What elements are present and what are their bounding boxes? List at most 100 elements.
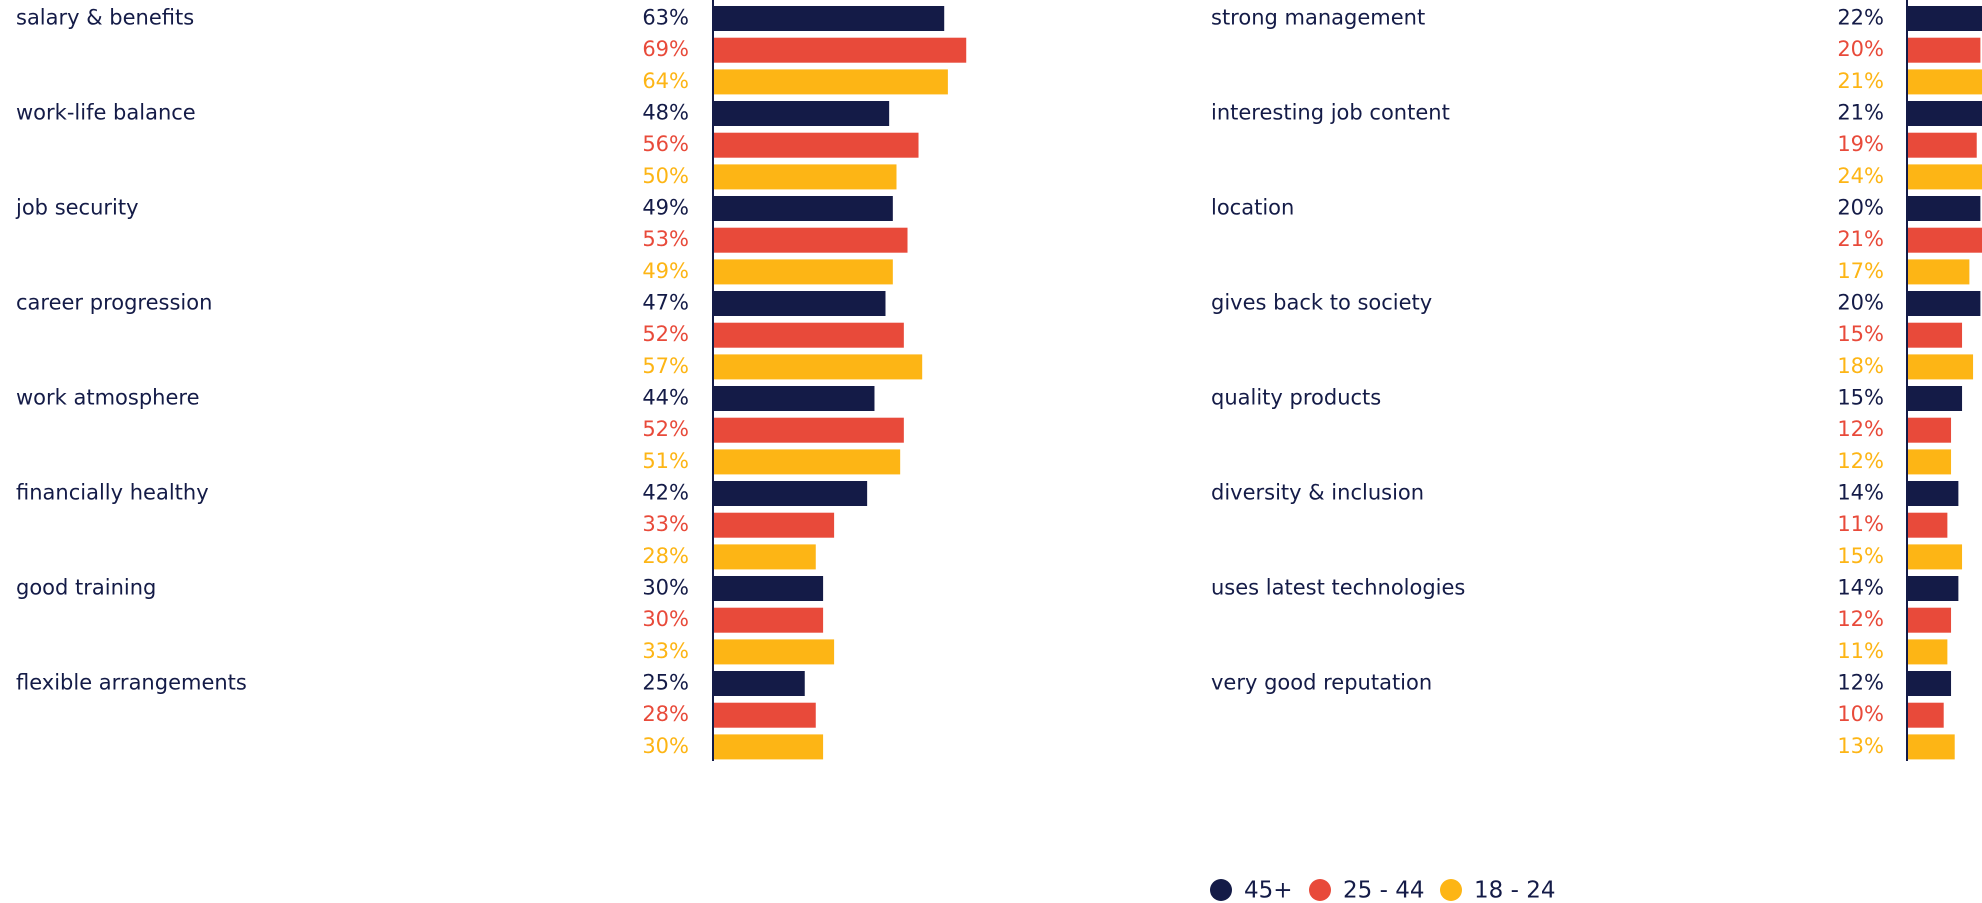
bar	[713, 386, 875, 411]
category-label: interesting job content	[1211, 101, 1450, 125]
bar	[1907, 354, 1974, 380]
value-label: 21%	[1837, 101, 1884, 125]
bar	[713, 639, 835, 665]
bar	[713, 322, 904, 348]
value-label: 51%	[642, 449, 689, 473]
bar	[1907, 322, 1963, 348]
bar	[713, 259, 893, 285]
category-label: good training	[16, 576, 156, 600]
category-label: quality products	[1211, 386, 1381, 410]
bar	[1907, 639, 1948, 665]
bar	[1907, 544, 1963, 570]
category-label: gives back to society	[1211, 291, 1432, 315]
value-label: 20%	[1837, 37, 1884, 61]
category-label: flexible arrangements	[16, 671, 247, 695]
bar	[1907, 101, 1982, 126]
value-label: 28%	[642, 544, 689, 568]
bar	[713, 69, 948, 95]
value-label: 33%	[642, 512, 689, 536]
category-label: work atmosphere	[16, 386, 200, 410]
bar	[1907, 196, 1981, 221]
value-label: 48%	[642, 101, 689, 125]
value-label: 25%	[642, 671, 689, 695]
legend-swatch	[1309, 879, 1331, 901]
bar	[1907, 132, 1977, 158]
bar	[713, 734, 824, 760]
value-label: 30%	[642, 734, 689, 758]
category-label: strong management	[1211, 6, 1425, 30]
legend-swatch	[1210, 879, 1232, 901]
bar	[713, 37, 967, 63]
value-label: 53%	[642, 227, 689, 251]
value-label: 69%	[642, 37, 689, 61]
bar	[1907, 6, 1982, 31]
category-label: work-life balance	[16, 101, 196, 125]
bar	[1907, 671, 1952, 696]
category-label: location	[1211, 196, 1294, 220]
bar	[713, 6, 945, 31]
value-label: 63%	[642, 6, 689, 30]
bar	[713, 671, 805, 696]
bar	[713, 449, 901, 475]
value-label: 64%	[642, 69, 689, 93]
category-label: salary & benefits	[16, 6, 194, 30]
value-label: 42%	[642, 481, 689, 505]
bar	[713, 607, 824, 633]
category-label: job security	[15, 196, 139, 220]
bar	[1907, 69, 1982, 95]
bar	[1907, 576, 1959, 601]
bar	[1907, 386, 1963, 411]
bar	[713, 196, 893, 221]
bar	[713, 576, 824, 601]
bar	[1907, 164, 1982, 190]
value-label: 24%	[1837, 164, 1884, 188]
category-label: diversity & inclusion	[1211, 481, 1424, 505]
legend-label: 25 - 44	[1343, 878, 1424, 903]
value-label: 15%	[1837, 544, 1884, 568]
value-label: 49%	[642, 196, 689, 220]
value-label: 14%	[1837, 576, 1884, 600]
value-label: 19%	[1837, 132, 1884, 156]
value-label: 18%	[1837, 354, 1884, 378]
category-label: career progression	[16, 291, 212, 315]
bar	[713, 291, 886, 316]
bar	[1907, 227, 1982, 253]
legend-label: 18 - 24	[1474, 878, 1555, 903]
bar	[1907, 512, 1948, 538]
value-label: 17%	[1837, 259, 1884, 283]
value-label: 52%	[642, 322, 689, 346]
value-label: 11%	[1837, 639, 1884, 663]
value-label: 21%	[1837, 227, 1884, 251]
category-label: uses latest technologies	[1211, 576, 1465, 600]
value-label: 11%	[1837, 512, 1884, 536]
legend-label: 45+	[1244, 878, 1293, 903]
bar	[713, 544, 816, 570]
bar	[1907, 607, 1952, 633]
value-label: 15%	[1837, 322, 1884, 346]
value-label: 49%	[642, 259, 689, 283]
value-label: 57%	[642, 354, 689, 378]
value-label: 13%	[1837, 734, 1884, 758]
value-label: 12%	[1837, 449, 1884, 473]
value-label: 52%	[642, 417, 689, 441]
value-label: 12%	[1837, 417, 1884, 441]
value-label: 22%	[1837, 6, 1884, 30]
value-label: 33%	[642, 639, 689, 663]
value-label: 20%	[1837, 196, 1884, 220]
bar	[713, 417, 904, 443]
bar	[713, 101, 890, 126]
bar	[1907, 291, 1981, 316]
bar	[1907, 417, 1952, 443]
value-label: 47%	[642, 291, 689, 315]
bar	[1907, 734, 1955, 760]
bar	[713, 227, 908, 253]
value-label: 21%	[1837, 69, 1884, 93]
value-label: 12%	[1837, 607, 1884, 631]
category-label: financially healthy	[16, 481, 209, 505]
bar	[1907, 259, 1970, 285]
value-label: 30%	[642, 607, 689, 631]
value-label: 15%	[1837, 386, 1884, 410]
value-label: 56%	[642, 132, 689, 156]
legend-swatch	[1440, 879, 1462, 901]
